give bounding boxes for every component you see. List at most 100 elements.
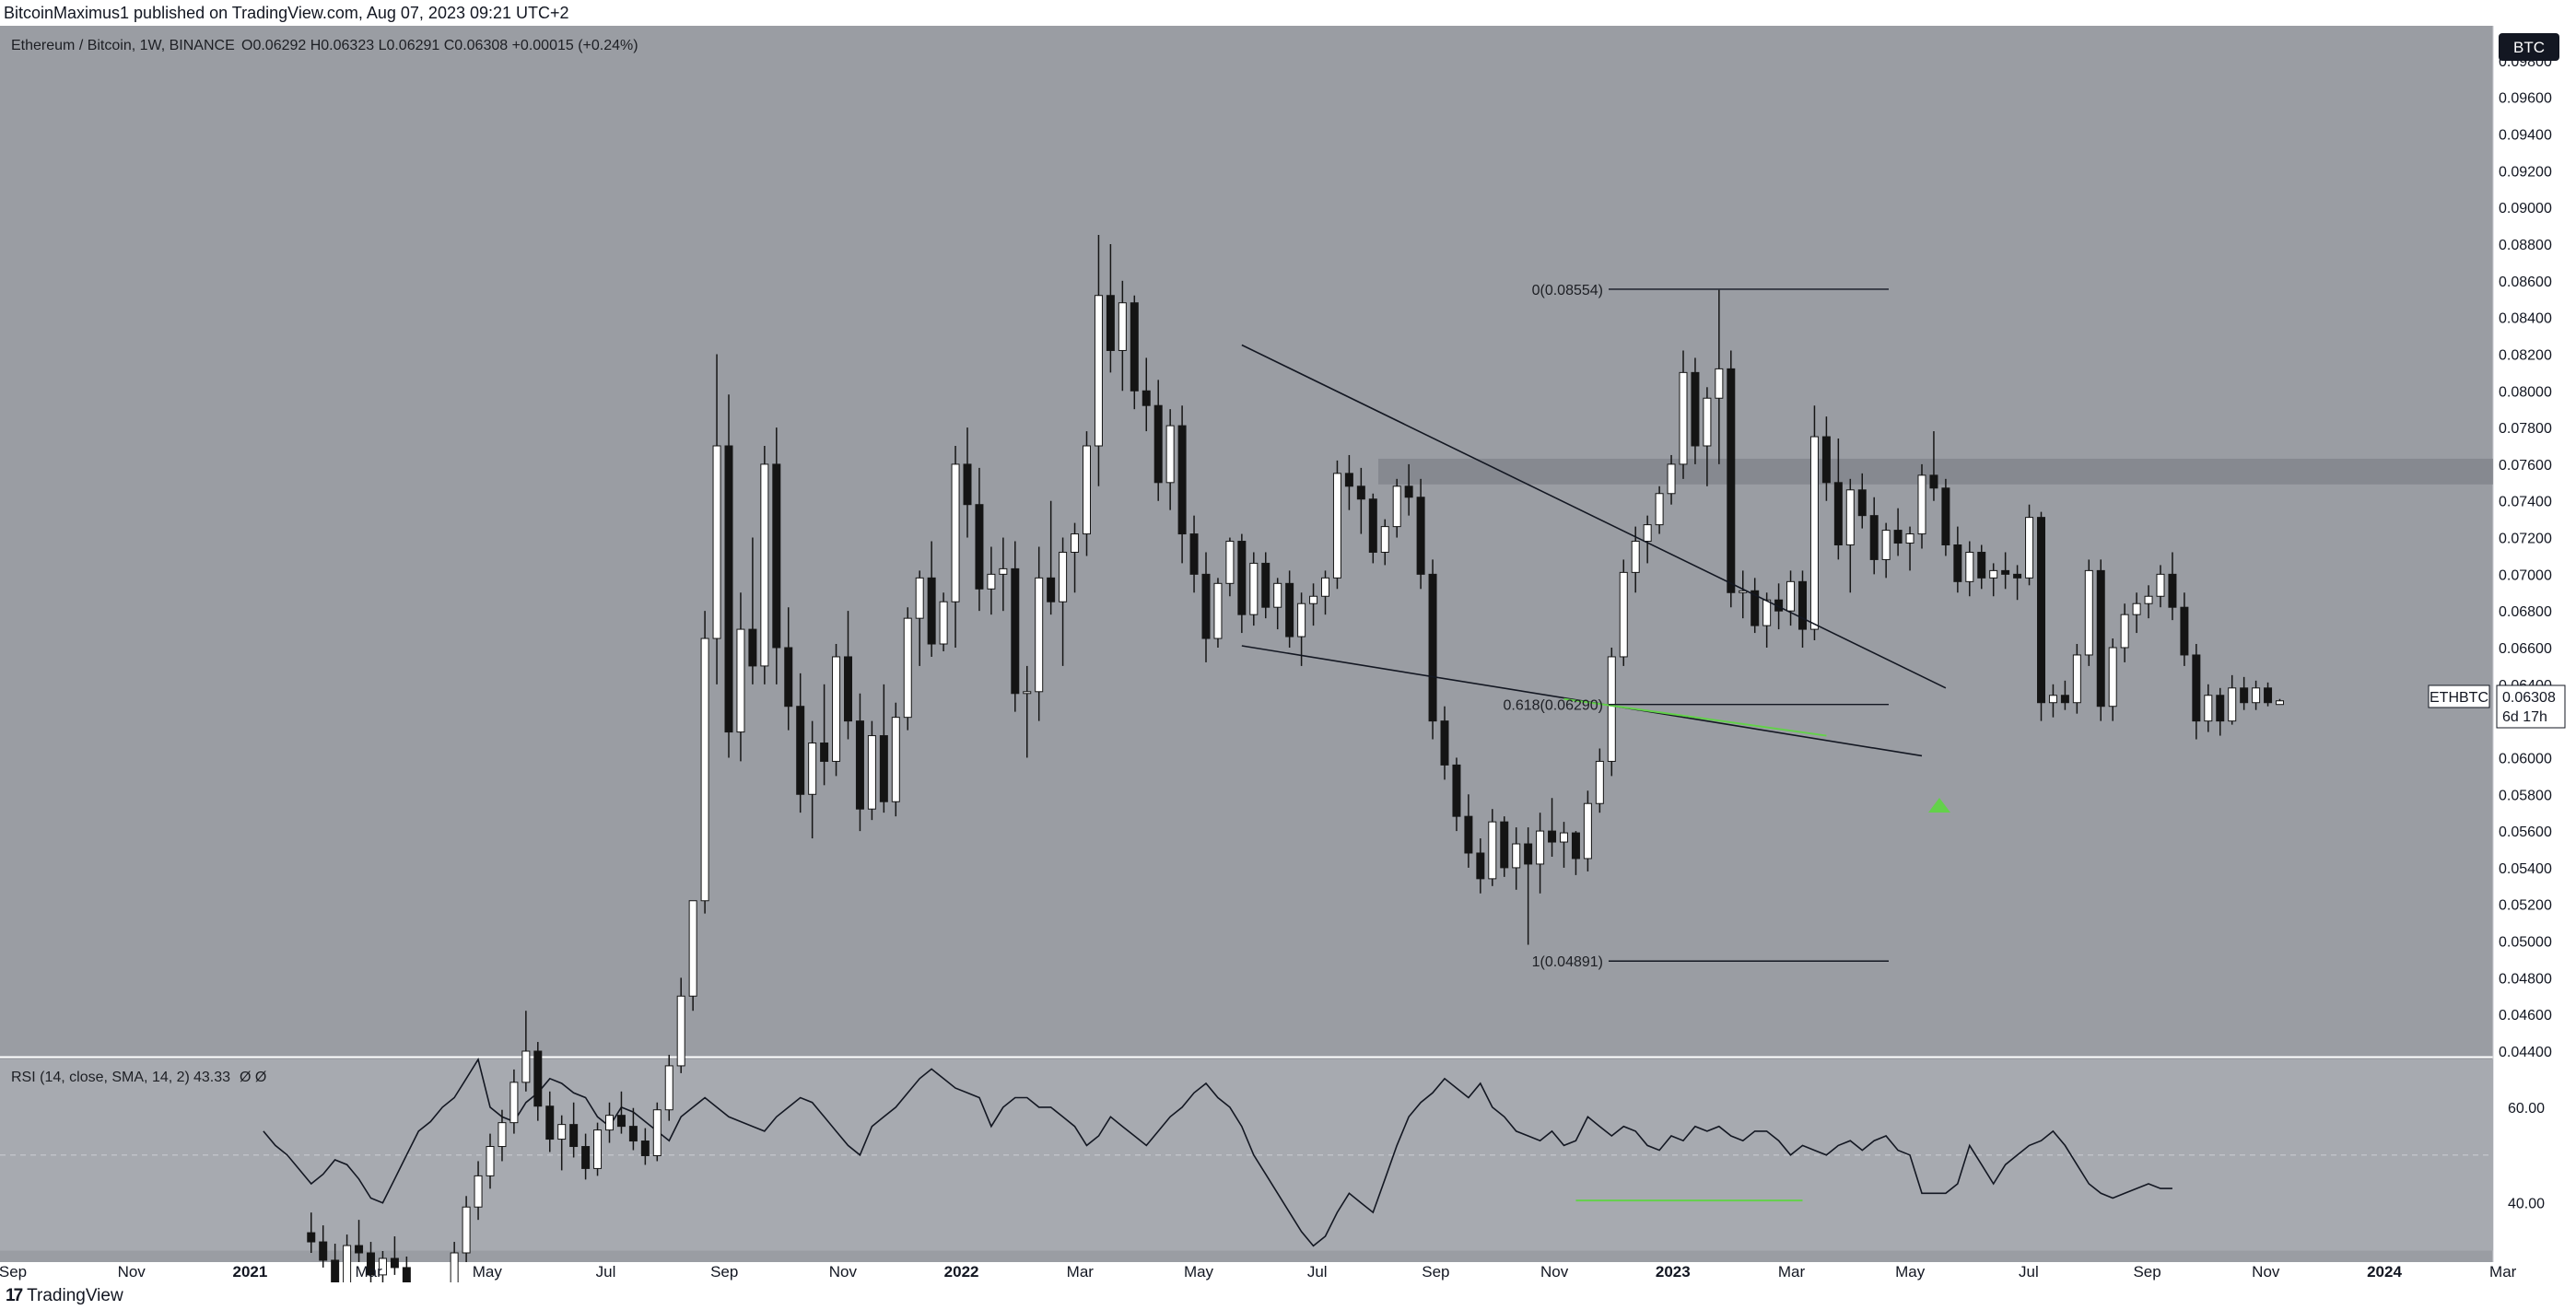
time-tick-label: May [1895, 1263, 1926, 1281]
candle [999, 567, 1008, 575]
candle [832, 656, 841, 762]
rsi-legend: RSI (14, close, SMA, 14, 2) 43.33 Ø Ø [11, 1070, 266, 1085]
candle [509, 1082, 519, 1124]
candle [486, 1146, 495, 1176]
candle [1905, 533, 1914, 544]
price-tick-label: 0.07600 [2499, 458, 2552, 474]
candle [1786, 580, 1796, 612]
price-tick-label: 0.06000 [2499, 751, 2552, 766]
price-tick-label: 0.08000 [2499, 384, 2552, 400]
candle [1727, 368, 1736, 593]
candle [1821, 436, 1831, 484]
candle [1488, 821, 1497, 880]
candle [593, 1129, 603, 1169]
candle [569, 1124, 579, 1148]
time-tick-label: Mar [2489, 1263, 2517, 1281]
chart-svg[interactable]: 0(0.08554)0.618(0.06290)1(0.04891) 0.098… [0, 26, 2576, 1282]
time-tick-label: 2024 [2367, 1263, 2402, 1281]
candle [2180, 606, 2189, 656]
time-tick-label: 2021 [232, 1263, 267, 1281]
price-tick-label: 0.08800 [2499, 238, 2552, 253]
rsi-tick-label: 40.00 [2508, 1197, 2545, 1212]
candle [748, 628, 757, 667]
candle [1035, 577, 1044, 693]
candle [1404, 485, 1413, 498]
candle [2144, 595, 2153, 604]
currency-badge[interactable]: BTC [2499, 33, 2559, 61]
candle [367, 1252, 375, 1276]
candle [521, 1050, 531, 1083]
candle [1428, 573, 1437, 722]
candle [2204, 695, 2213, 722]
candle [2192, 654, 2201, 722]
price-tick-label: 0.09000 [2499, 201, 2552, 216]
candle [1011, 567, 1020, 695]
time-tick-label: Mar [355, 1263, 382, 1281]
candle [1941, 487, 1950, 546]
rsi-layer [0, 1057, 2493, 1251]
price-tick-label: 0.07400 [2499, 495, 2552, 510]
candle [319, 1241, 328, 1261]
candle [1023, 691, 1032, 695]
price-tick-label: 0.08600 [2499, 275, 2552, 290]
published-line: BitcoinMaximus1 published on TradingView… [4, 4, 569, 22]
price-pane-background [0, 26, 2493, 1057]
time-tick-label: Jul [2019, 1263, 2039, 1281]
candle [1667, 463, 1676, 495]
price-axis-background [2493, 26, 2576, 1262]
last-price-tag: ETHBTC 0.06308 6d 17h [2428, 684, 2566, 729]
candle [915, 577, 924, 619]
chart-container[interactable]: 0(0.08554) 0.618(0.06290) 1(0.04891) 0.098… [0, 26, 2576, 1282]
candle [1261, 562, 1270, 608]
time-tick-label: Mar [1778, 1263, 1806, 1281]
time-axis-labels: Sep Nov 2021 Mar May Jul Sep Nov 2022 Mar May Jul Se… [0, 1263, 2517, 1281]
candle [616, 1115, 626, 1128]
fib-level-label: 0.618(0.06290) [1503, 698, 1603, 714]
candle [1619, 571, 1628, 658]
candle [891, 717, 900, 802]
time-tick-label: Mar [1067, 1263, 1095, 1281]
time-tick-label: Nov [2252, 1263, 2280, 1281]
candle [772, 463, 781, 649]
candle [1929, 474, 1938, 489]
candle [1332, 473, 1341, 579]
price-tick-label: 0.07000 [2499, 567, 2552, 583]
candle [1583, 802, 1592, 860]
candle [1751, 590, 1760, 626]
rsi-legend-label: RSI (14, close, SMA, 14, 2) [11, 1070, 190, 1085]
rsi-line [263, 1057, 2172, 1247]
candle [2025, 517, 2034, 579]
time-tick-label: Jul [1307, 1263, 1328, 1281]
price-tick-label: 0.06600 [2499, 641, 2552, 657]
candle [2048, 695, 2057, 704]
price-tick-label: 0.04600 [2499, 1008, 2552, 1023]
candle [1715, 368, 1724, 399]
candle [2132, 602, 2141, 615]
time-tick-label: Sep [0, 1263, 27, 1281]
candle [2001, 569, 2010, 575]
chart-legend-symbol: Ethereum / Bitcoin, 1W, BINANCE [11, 38, 235, 53]
candle [987, 573, 996, 590]
footer: 17 TradingView [0, 1282, 2576, 1310]
candle [581, 1146, 591, 1169]
support-arrow-icon [1928, 798, 1950, 813]
candle [2240, 687, 2249, 704]
candle [1392, 485, 1401, 528]
tradingview-logo-icon: 17 [6, 1286, 23, 1305]
candle [1953, 544, 1962, 582]
trendlines-layer [1241, 344, 1947, 757]
candle [820, 743, 829, 762]
candle [2072, 654, 2081, 704]
candle [1464, 815, 1473, 854]
candle [1869, 515, 1879, 560]
candle [1881, 530, 1891, 560]
candle [2108, 647, 2117, 708]
candle [1809, 436, 1819, 630]
price-tick-label: 0.08400 [2499, 311, 2552, 327]
candle [1845, 489, 1855, 546]
candle [533, 1050, 543, 1107]
candle [1560, 832, 1568, 843]
candle [879, 735, 888, 802]
time-tick-label: Jul [596, 1263, 616, 1281]
candle [1059, 551, 1068, 602]
